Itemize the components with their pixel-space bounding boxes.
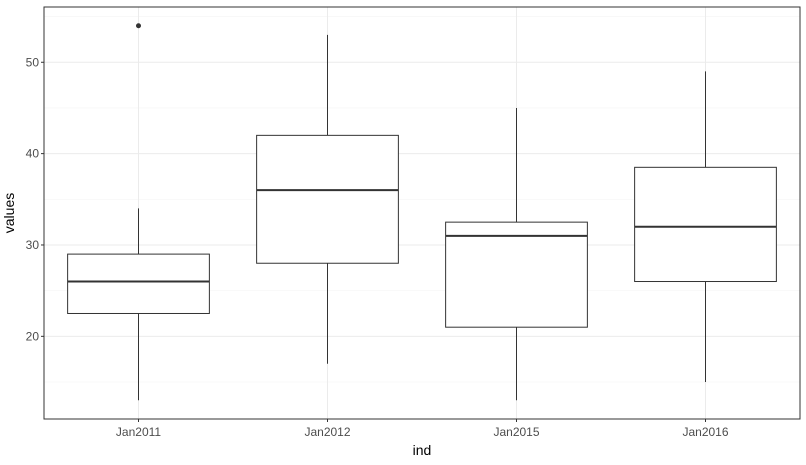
x-tick-label: Jan2011 xyxy=(116,425,161,439)
box-group-jan2016 xyxy=(634,71,777,383)
box-group-jan2015 xyxy=(445,107,588,401)
box-iqr xyxy=(67,253,210,314)
panel-border xyxy=(43,6,801,420)
outlier-point xyxy=(136,23,141,29)
y-tick-label: 50 xyxy=(26,55,40,69)
y-tick-label: 20 xyxy=(26,329,40,343)
box-layer xyxy=(67,23,777,401)
x-tick-label: Jan2012 xyxy=(304,425,350,439)
y-tick-label: 40 xyxy=(26,147,40,161)
box-group-jan2012 xyxy=(256,34,399,364)
y-tick-label: 30 xyxy=(26,238,40,252)
x-axis-title: ind xyxy=(413,442,432,458)
box-iqr xyxy=(256,134,399,264)
x-tick-label: Jan2015 xyxy=(493,425,539,439)
x-tick-label: Jan2016 xyxy=(682,425,728,439)
box-group-jan2011 xyxy=(67,23,210,401)
box-iqr xyxy=(445,221,588,328)
box-iqr xyxy=(634,166,777,283)
y-axis-title: values xyxy=(1,193,17,233)
axis-layer: 20 30 40 50 Jan2011 Jan2012 Jan2015 Jan2016 xyxy=(26,55,729,439)
